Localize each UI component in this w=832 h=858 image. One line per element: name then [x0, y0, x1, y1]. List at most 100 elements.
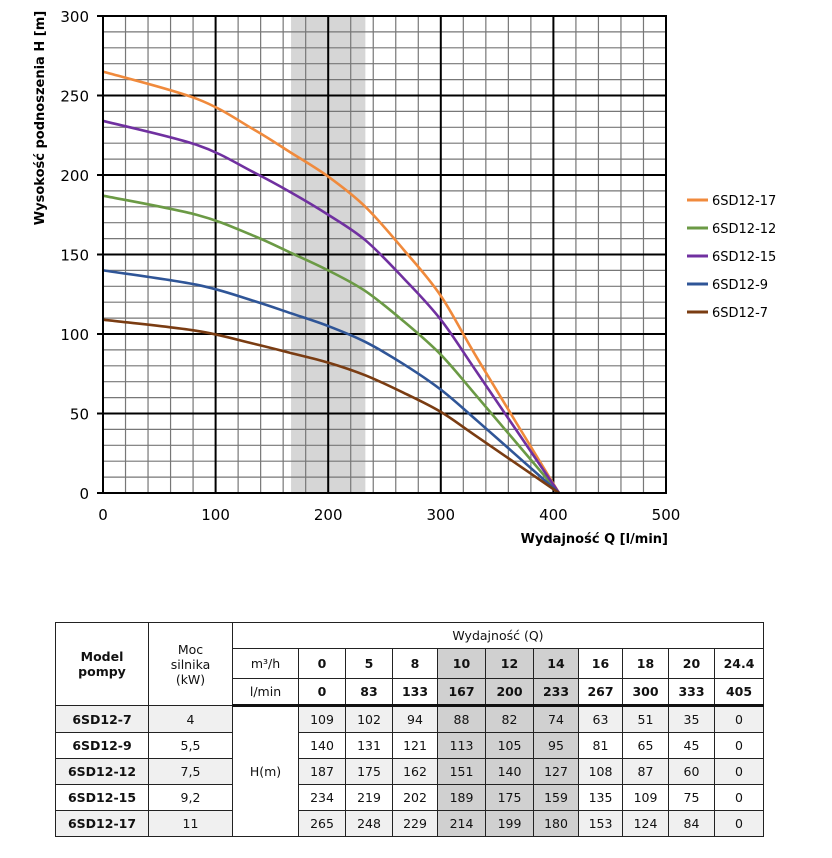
x-axis-label: Wydajność Q [l/min] — [521, 532, 668, 547]
plot-frame — [102, 15, 667, 494]
head-value-cell: 65 — [622, 732, 669, 759]
head-value-cell: 0 — [714, 784, 764, 811]
head-value-cell: 140 — [485, 758, 534, 785]
head-value-cell: 113 — [437, 732, 486, 759]
flow-m3h-cell: 12 — [485, 648, 534, 679]
head-value-cell: 109 — [622, 784, 669, 811]
head-value-cell: 81 — [578, 732, 623, 759]
head-value-cell: 265 — [298, 810, 346, 837]
flow-lmin-cell: 333 — [668, 678, 715, 707]
legend-label: 6SD12-7 — [712, 306, 768, 321]
model-header: Model pompy — [55, 622, 149, 706]
head-value-cell: 108 — [578, 758, 623, 785]
y-tick-label: 100 — [60, 326, 89, 344]
flow-m3h-cell: 5 — [345, 648, 393, 679]
flow-m3h-cell: 8 — [392, 648, 438, 679]
head-value-cell: 202 — [392, 784, 438, 811]
flow-m3h-cell: 14 — [533, 648, 579, 679]
series-line-6sd12-17 — [102, 70, 561, 494]
series-line-6sd12-12 — [102, 194, 561, 494]
model-cell: 6SD12-12 — [55, 758, 149, 785]
head-value-cell: 135 — [578, 784, 623, 811]
table-row: 6SD12-9 5,5 140 131 121 113 105 95 81 65 45 0 — [55, 732, 764, 759]
head-value-cell: 248 — [345, 810, 393, 837]
legend-label: 6SD12-15 — [712, 250, 776, 265]
power-cell: 4 — [148, 705, 233, 733]
head-value-cell: 159 — [533, 784, 579, 811]
y-tick-label: 0 — [79, 485, 89, 503]
y-axis-label: Wysokość podnoszenia H [m] — [33, 11, 48, 225]
legend-label: 6SD12-9 — [712, 278, 768, 293]
head-value-cell: 153 — [578, 810, 623, 837]
x-tick-label: 200 — [314, 506, 343, 524]
power-cell: 11 — [148, 810, 233, 837]
head-value-cell: 199 — [485, 810, 534, 837]
y-tick-label: 150 — [60, 247, 89, 265]
head-value-cell: 109 — [298, 705, 346, 733]
head-value-cell: 63 — [578, 705, 623, 733]
head-value-cell: 74 — [533, 705, 579, 733]
x-tick-label: 500 — [652, 506, 681, 524]
head-value-cell: 84 — [668, 810, 715, 837]
flow-lmin-cell: 83 — [345, 678, 393, 707]
head-value-cell: 189 — [437, 784, 486, 811]
head-value-cell: 87 — [622, 758, 669, 785]
power-header: Moc silnika (kW) — [148, 622, 233, 706]
x-tick-label: 0 — [98, 506, 108, 524]
head-value-cell: 127 — [533, 758, 579, 785]
flow-lmin-cell: 233 — [533, 678, 579, 707]
table-row: 6SD12-17 11 265 248 229 214 199 180 153 124 84 0 — [55, 810, 764, 837]
head-value-cell: 124 — [622, 810, 669, 837]
legend-label: 6SD12-17 — [712, 194, 776, 209]
pump-data-table: Model pompy Moc silnika (kW) Wydajność (… — [55, 622, 764, 837]
head-value-cell: 0 — [714, 810, 764, 837]
flow-lmin-cell: 133 — [392, 678, 438, 707]
y-tick-label: 300 — [60, 8, 89, 26]
head-value-cell: 0 — [714, 758, 764, 785]
head-value-cell: 88 — [437, 705, 486, 733]
head-value-cell: 229 — [392, 810, 438, 837]
series-line-6sd12-15 — [102, 119, 561, 494]
table-row: 6SD12-12 7,5 187 175 162 151 140 127 108 87 60 0 — [55, 758, 764, 785]
power-cell: 7,5 — [148, 758, 233, 785]
head-value-cell: 0 — [714, 705, 764, 733]
head-value-cell: 162 — [392, 758, 438, 785]
model-cell: 6SD12-7 — [55, 705, 149, 733]
model-cell: 6SD12-17 — [55, 810, 149, 837]
flow-m3h-cell: 16 — [578, 648, 623, 679]
flow-m3h-cell: 18 — [622, 648, 669, 679]
x-tick-label: 300 — [426, 506, 455, 524]
head-value-cell: 140 — [298, 732, 346, 759]
head-value-cell: 35 — [668, 705, 715, 733]
unit-m3h: m³/h — [232, 648, 299, 679]
head-value-cell: 180 — [533, 810, 579, 837]
head-value-cell: 75 — [668, 784, 715, 811]
head-value-cell: 234 — [298, 784, 346, 811]
flow-lmin-cell: 300 — [622, 678, 669, 707]
pump-curve-chart: 0 100 200 300 400 500 0 50 100 150 200 250 300 Wydajn… — [33, 8, 776, 547]
flow-header: Wydajność (Q) — [232, 622, 764, 649]
head-value-cell: 175 — [345, 758, 393, 785]
power-cell: 5,5 — [148, 732, 233, 759]
y-tick-label: 250 — [60, 88, 89, 106]
flow-m3h-cell: 10 — [437, 648, 486, 679]
flow-m3h-cell: 20 — [668, 648, 715, 679]
head-value-cell: 131 — [345, 732, 393, 759]
x-tick-label: 400 — [539, 506, 568, 524]
head-value-cell: 51 — [622, 705, 669, 733]
flow-m3h-cell: 0 — [298, 648, 346, 679]
legend-label: 6SD12-12 — [712, 222, 776, 237]
y-tick-label: 50 — [70, 406, 89, 424]
head-value-cell: 105 — [485, 732, 534, 759]
power-cell: 9,2 — [148, 784, 233, 811]
unit-lmin: l/min — [232, 678, 299, 707]
flow-lmin-cell: 200 — [485, 678, 534, 707]
head-value-cell: 219 — [345, 784, 393, 811]
head-value-cell: 45 — [668, 732, 715, 759]
series-line-6sd12-9 — [102, 269, 560, 494]
head-value-cell: 151 — [437, 758, 486, 785]
head-unit-cell: H(m) — [232, 705, 299, 837]
table-row: 6SD12-7 4 H(m) 109 102 94 88 82 74 63 51 35 0 — [55, 705, 764, 837]
head-value-cell: 121 — [392, 732, 438, 759]
flow-m3h-cell: 24.4 — [714, 648, 764, 679]
